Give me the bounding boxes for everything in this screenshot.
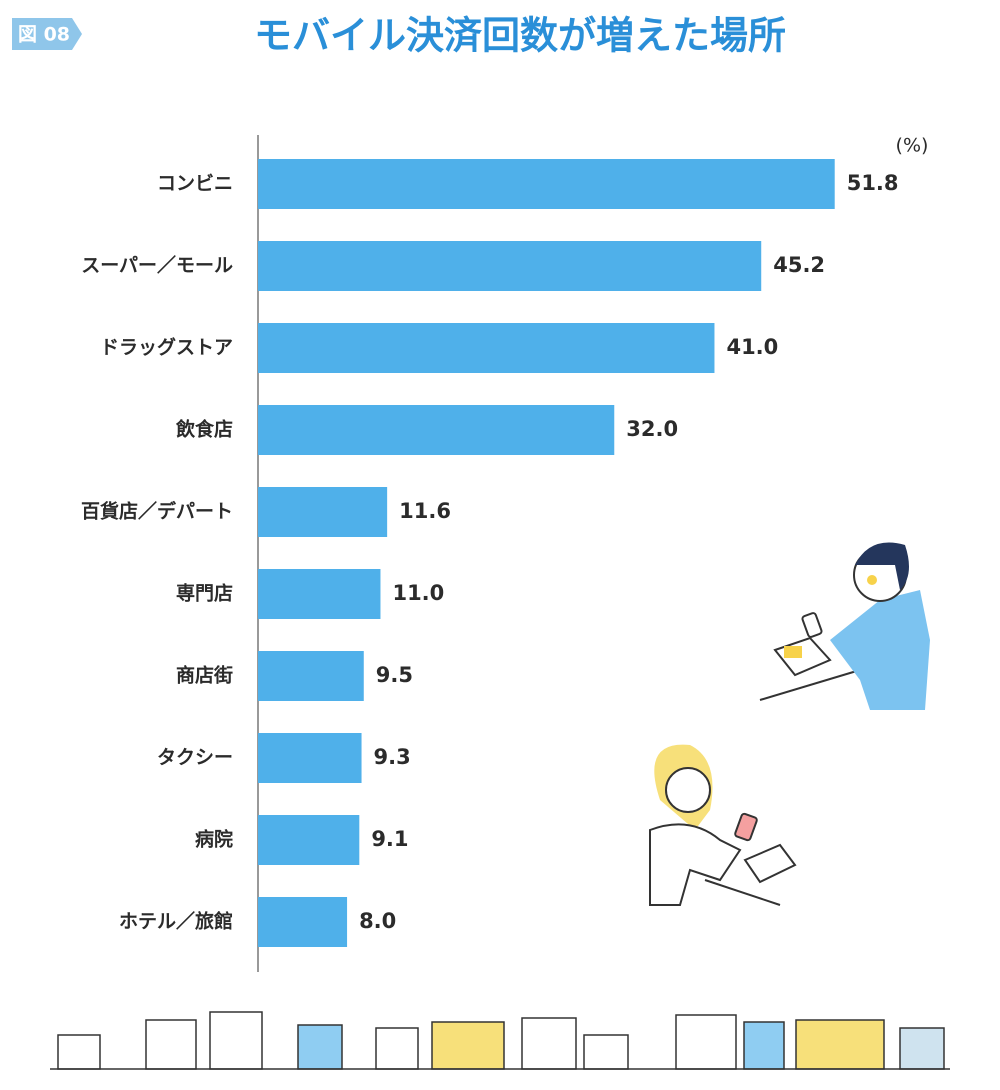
bar	[258, 159, 835, 209]
building	[431, 1021, 505, 1070]
building	[209, 1011, 263, 1070]
illustration-man	[759, 542, 930, 710]
bar	[258, 405, 615, 455]
terminal	[743, 843, 797, 884]
counter-line	[704, 879, 781, 906]
category-label: 百貨店／デパート	[81, 500, 233, 523]
bar	[258, 241, 762, 291]
building	[583, 1034, 629, 1070]
building	[375, 1027, 419, 1070]
bar	[258, 815, 360, 865]
category-label: スーパー／モール	[81, 254, 233, 277]
value-label: 45.2	[773, 253, 825, 277]
category-label: 飲食店	[175, 418, 233, 441]
chart-title: モバイル決済回数が増えた場所	[254, 14, 786, 58]
category-label: ドラッグストア	[100, 336, 233, 359]
building	[145, 1019, 197, 1070]
counter-line	[759, 669, 861, 701]
woman-head	[665, 767, 711, 813]
bar	[258, 733, 362, 783]
category-label: ホテル／旅館	[119, 910, 233, 933]
value-label: 8.0	[359, 909, 396, 933]
badge: 図 08	[18, 24, 70, 46]
cheek	[867, 575, 877, 585]
woman-body	[649, 823, 742, 906]
building	[743, 1021, 785, 1070]
category-label: コンビニ	[157, 173, 233, 195]
value-label: 11.6	[399, 499, 451, 523]
bar	[258, 897, 348, 947]
value-label: 51.8	[847, 171, 899, 195]
building	[675, 1014, 737, 1070]
phone	[734, 812, 758, 842]
bar	[258, 569, 381, 619]
terminal-screen	[784, 646, 802, 658]
terminal	[773, 636, 832, 677]
building	[297, 1024, 343, 1070]
value-label: 41.0	[726, 335, 778, 359]
value-label: 32.0	[626, 417, 678, 441]
illustration-woman	[649, 744, 797, 906]
bar	[258, 487, 388, 537]
category-label: 病院	[195, 828, 233, 851]
category-label: 商店街	[176, 664, 233, 687]
phone	[801, 612, 823, 638]
bar	[258, 323, 715, 373]
category-label: 専門店	[176, 582, 233, 605]
building	[57, 1034, 101, 1070]
building	[899, 1027, 945, 1070]
man-hair	[855, 542, 909, 590]
building	[521, 1017, 577, 1070]
value-label: 9.3	[374, 745, 411, 769]
man-body	[830, 590, 930, 710]
value-label: 9.1	[371, 827, 408, 851]
unit-label: (%)	[896, 135, 929, 157]
building	[795, 1019, 885, 1070]
illustration-town	[50, 1011, 950, 1070]
category-label: タクシー	[157, 747, 233, 769]
badge-shape	[12, 18, 82, 50]
value-label: 11.0	[392, 581, 444, 605]
value-label: 9.5	[376, 663, 413, 687]
bar	[258, 651, 364, 701]
